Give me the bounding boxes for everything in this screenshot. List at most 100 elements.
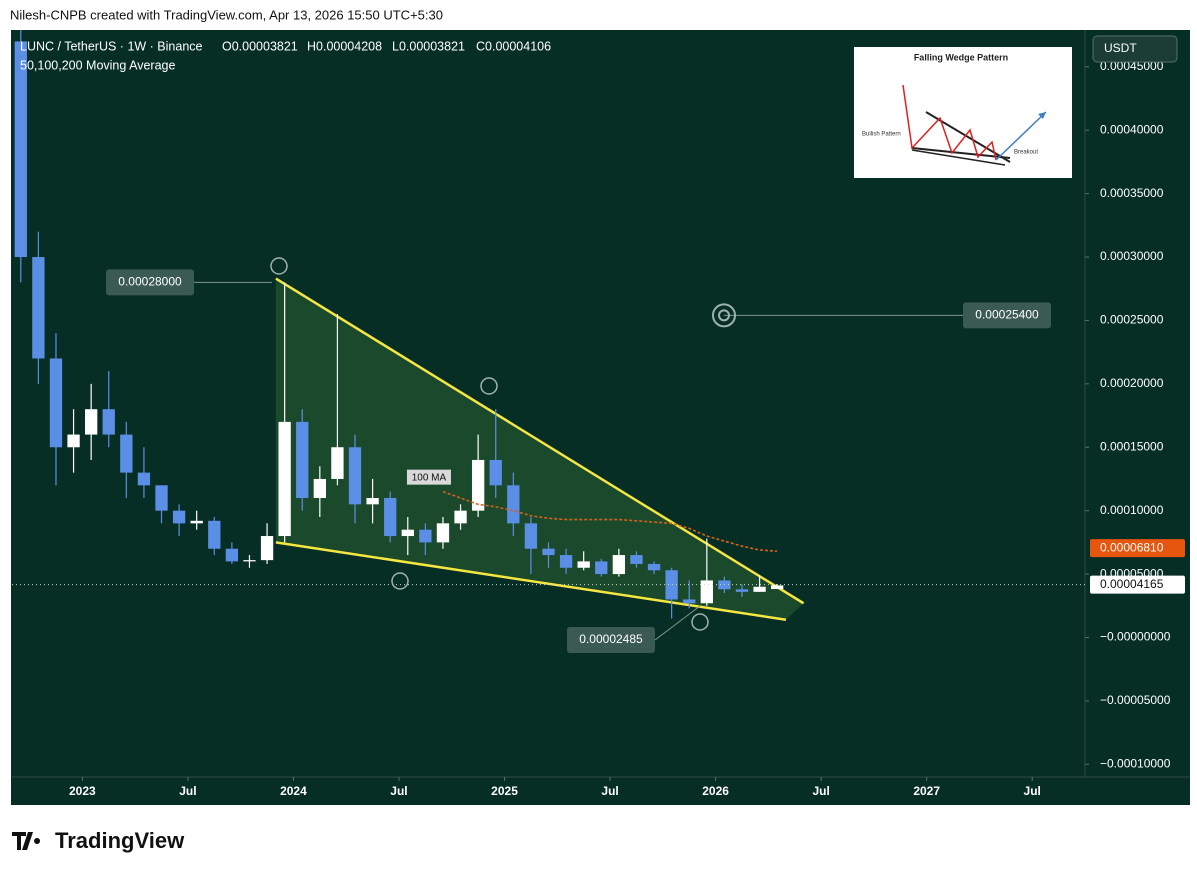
candle-body	[489, 459, 502, 486]
inset-line	[911, 147, 1011, 159]
ohlc-open: O0.00003821	[222, 39, 298, 53]
y-tick-label: 0.00030000	[1100, 249, 1164, 263]
candle-body	[243, 560, 256, 562]
candle-body	[595, 561, 608, 575]
candle-body	[260, 536, 274, 561]
candle-body	[155, 485, 168, 511]
moving-average	[442, 490, 778, 553]
marker-icon	[691, 613, 709, 631]
x-tick-label: Jul	[1024, 784, 1041, 798]
candle-body	[84, 409, 98, 435]
y-tick-label: 0.00010000	[1100, 503, 1164, 517]
x-tick-label: Jul	[179, 784, 196, 798]
candle-body	[665, 570, 678, 600]
ohlc-close: C0.00004106	[476, 39, 551, 53]
inset-left-label: Bullish Pattern	[862, 132, 901, 138]
wedge-line	[275, 277, 805, 605]
candle-body	[296, 421, 309, 498]
marker-icon	[270, 257, 288, 275]
ma-tag-bg	[406, 469, 451, 485]
inset-zigzag	[902, 84, 997, 161]
price-label: 0.00028000	[118, 275, 182, 289]
candle-body	[577, 561, 590, 568]
overlay: −0.00010000−0.00005000−0.000000000.00005…	[69, 59, 1185, 798]
x-tick-label: Jul	[390, 784, 407, 798]
candle-body	[771, 585, 784, 590]
plot-area	[12, 30, 1085, 621]
ma-price-label: 0.00006810	[1100, 540, 1164, 554]
candle-body	[49, 358, 63, 448]
price-label-box	[106, 269, 194, 296]
candle-body	[225, 548, 239, 562]
y-tick-label: −0.00010000	[1100, 756, 1171, 770]
candle-body	[647, 563, 661, 571]
candle-body	[700, 580, 713, 604]
candle-body	[419, 529, 432, 543]
y-tick-label: 0.00025000	[1100, 313, 1164, 327]
wedge-line	[275, 541, 787, 621]
candle-body	[683, 599, 696, 604]
inset-image: Falling Wedge Pattern Bullish Pattern Br…	[854, 47, 1072, 178]
x-tick-label: 2026	[702, 784, 729, 798]
price-label-leader	[654, 605, 701, 641]
x-tick-label: 2025	[491, 784, 518, 798]
candle-body	[524, 523, 538, 549]
candle-body	[735, 589, 749, 592]
candle-body	[630, 555, 643, 564]
candle-body	[32, 257, 45, 359]
inset-right-label: Breakout	[1014, 150, 1038, 156]
candle-body	[401, 529, 414, 537]
symbol: LUNC / TetherUS · 1W · Binance	[20, 39, 203, 53]
candle-body	[190, 520, 203, 524]
y-tick-label: −0.00005000	[1100, 693, 1171, 707]
candle-body	[120, 434, 133, 473]
candle-body	[384, 497, 397, 537]
candle-body	[348, 447, 362, 505]
candle-body	[454, 510, 467, 524]
inset-arrow	[1038, 112, 1046, 119]
ma-price-badge	[1090, 539, 1185, 558]
marker-icon	[391, 572, 409, 590]
y-tick-label: 0.00015000	[1100, 439, 1164, 453]
candle-body	[436, 523, 450, 543]
candle-body	[612, 555, 626, 575]
last-price-badge	[1090, 575, 1185, 594]
y-tick-label: 0.00040000	[1100, 122, 1164, 136]
x-tick-label: 2027	[913, 784, 940, 798]
logo-mark	[12, 832, 41, 850]
candle-body	[137, 472, 151, 486]
inset-breakout	[995, 111, 1047, 161]
candle-body	[172, 510, 186, 524]
candle-body	[331, 447, 344, 479]
candle-body	[67, 434, 80, 448]
price-label: 0.00025400	[975, 308, 1039, 322]
brand-logo	[12, 832, 41, 850]
currency-button[interactable]	[1092, 35, 1178, 63]
brand: TradingView	[55, 828, 185, 853]
currency-label[interactable]: USDT	[1104, 41, 1137, 55]
candle-body	[313, 478, 326, 498]
candle-body	[471, 459, 485, 511]
y-tick-label: 0.00035000	[1100, 186, 1164, 200]
candle-body	[542, 548, 555, 556]
candle-body	[366, 497, 379, 505]
candle-body	[507, 485, 520, 524]
target-icon	[718, 309, 730, 322]
candle-body	[278, 421, 291, 537]
x-tick-label: 2024	[280, 784, 307, 798]
price-label: 0.00002485	[579, 632, 643, 646]
target-icon	[712, 303, 736, 328]
indicator-name: 50,100,200 Moving Average	[20, 58, 175, 72]
candle-body	[559, 555, 573, 568]
x-tick-label: Jul	[601, 784, 618, 798]
candle-body	[753, 586, 766, 592]
candle-body	[102, 409, 115, 435]
price-label-box	[963, 302, 1051, 329]
candle-body	[14, 41, 27, 258]
x-tick-label: Jul	[812, 784, 829, 798]
inset-line	[911, 149, 1006, 166]
candle-body	[208, 520, 221, 549]
y-tick-label: 0.00020000	[1100, 376, 1164, 390]
y-tick-label: −0.00000000	[1100, 630, 1171, 644]
